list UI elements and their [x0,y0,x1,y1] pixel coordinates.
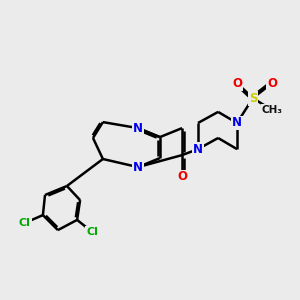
Text: CH₃: CH₃ [262,105,283,115]
Text: O: O [232,76,242,90]
Text: Cl: Cl [19,218,31,228]
Text: O: O [177,170,187,184]
Text: N: N [133,122,143,135]
Text: N: N [193,142,203,156]
Text: O: O [267,76,277,90]
Text: N: N [232,116,242,130]
Text: N: N [133,160,143,174]
Text: Cl: Cl [86,227,98,237]
Text: S: S [249,92,257,105]
